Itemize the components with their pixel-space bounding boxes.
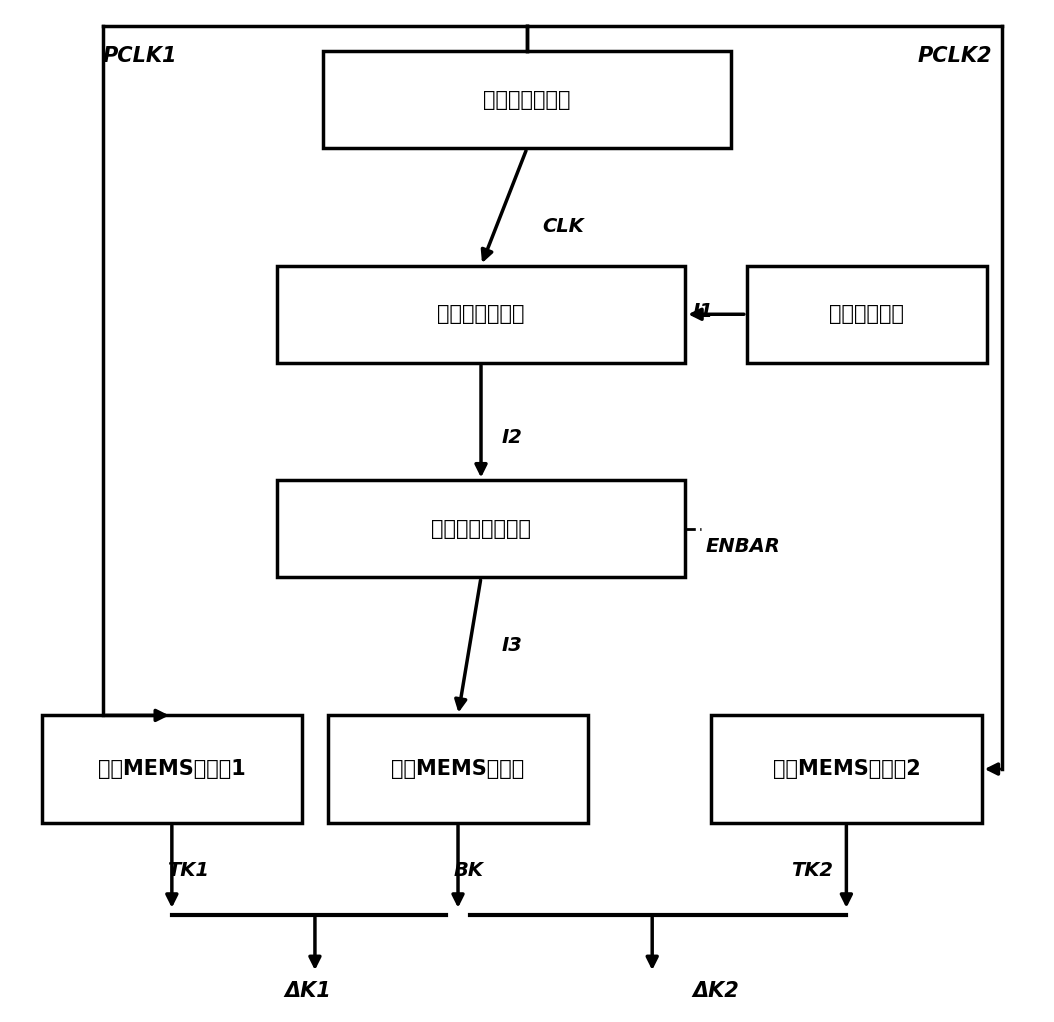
Text: ΔK2: ΔK2 xyxy=(692,981,740,1002)
Text: ΔK1: ΔK1 xyxy=(284,981,331,1002)
Bar xyxy=(41,715,302,823)
Bar xyxy=(323,51,731,148)
Text: 单脉冲产生电路: 单脉冲产生电路 xyxy=(437,305,525,324)
Text: I3: I3 xyxy=(502,637,523,655)
Text: TK1: TK1 xyxy=(168,862,210,880)
Text: 高精度振荡电路: 高精度振荡电路 xyxy=(483,90,571,109)
Text: 基准MEMS传感器: 基准MEMS传感器 xyxy=(391,759,525,779)
Text: 待测MEMS传感器2: 待测MEMS传感器2 xyxy=(773,759,920,779)
Text: I1: I1 xyxy=(692,303,714,321)
Text: CLK: CLK xyxy=(543,218,584,236)
Text: 待测MEMS传感器1: 待测MEMS传感器1 xyxy=(98,759,246,779)
Text: ENBAR: ENBAR xyxy=(706,538,781,556)
Bar xyxy=(276,266,685,363)
Text: I2: I2 xyxy=(502,428,523,447)
Bar xyxy=(276,480,685,577)
Text: 多电流镜电路: 多电流镜电路 xyxy=(829,305,904,324)
Text: TK2: TK2 xyxy=(790,862,833,880)
Bar xyxy=(746,266,987,363)
Bar xyxy=(711,715,981,823)
Text: PCLK2: PCLK2 xyxy=(918,46,992,66)
Text: 缓冲频率匹配电路: 缓冲频率匹配电路 xyxy=(431,519,531,539)
Text: PCLK1: PCLK1 xyxy=(103,46,177,66)
Bar xyxy=(328,715,588,823)
Text: BK: BK xyxy=(453,862,484,880)
